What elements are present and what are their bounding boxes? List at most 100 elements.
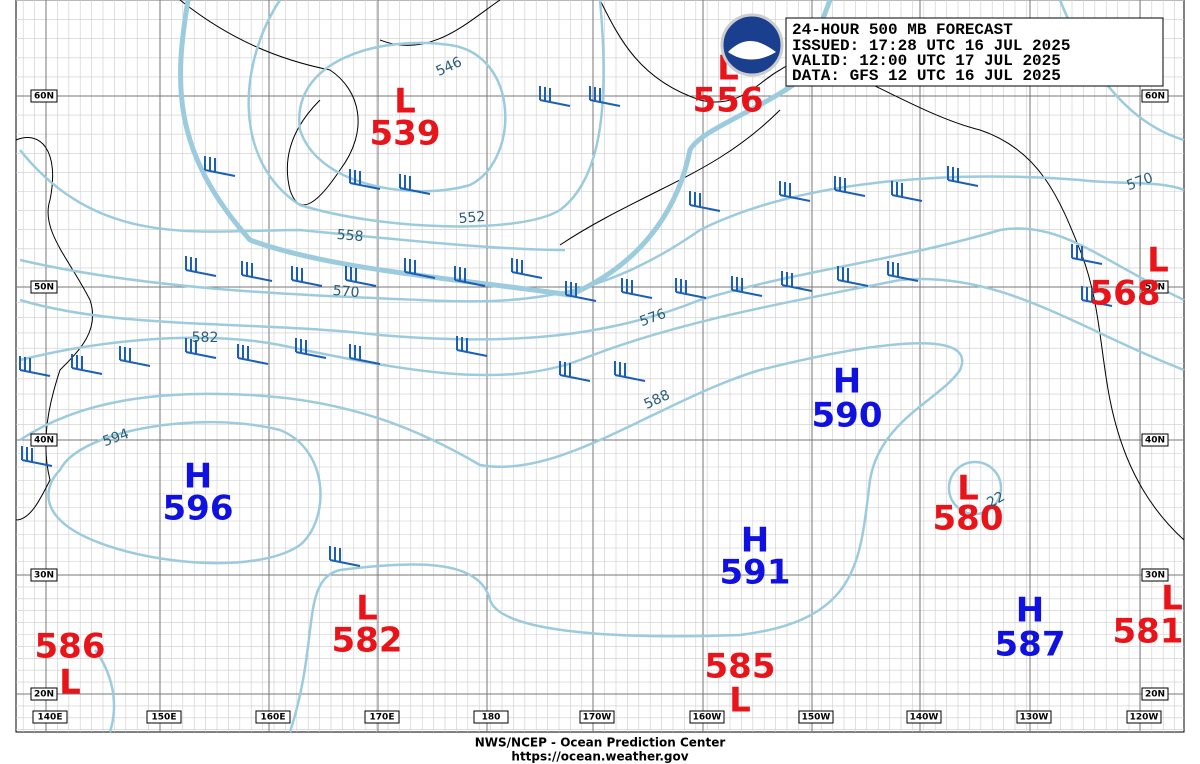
center-letter: L xyxy=(356,589,378,629)
noaa-logo-bird xyxy=(728,41,776,60)
contour-label: 582 xyxy=(192,330,219,346)
wind-barb xyxy=(21,446,53,467)
wind-barb xyxy=(399,174,431,195)
footer-line: https://ocean.weather.gov xyxy=(511,750,688,764)
longitude-label-box xyxy=(364,710,400,724)
center-value: 591 xyxy=(720,553,791,593)
center-value: 582 xyxy=(332,621,403,661)
header-box xyxy=(785,17,1164,87)
wind-barb xyxy=(565,281,597,302)
wind-barb xyxy=(119,346,151,367)
center-value: 587 xyxy=(995,625,1066,665)
longitude-label: 140E xyxy=(38,713,63,723)
center-letter: H xyxy=(184,457,212,497)
latitude-label: 40N xyxy=(1145,436,1165,446)
wind-barb xyxy=(947,166,979,187)
center-value: 556 xyxy=(693,81,764,121)
longitude-label-box xyxy=(689,710,725,724)
coastlines xyxy=(15,0,1185,541)
wind-barb xyxy=(291,266,323,287)
contour xyxy=(298,41,507,193)
longitude-label-box xyxy=(1126,710,1162,724)
latitude-label: 20N xyxy=(1145,690,1165,700)
latitude-label-box xyxy=(1141,89,1169,103)
contour xyxy=(19,342,964,733)
contour xyxy=(247,0,605,228)
contour xyxy=(19,227,1185,341)
footer-line: NWS/NCEP - Ocean Prediction Center xyxy=(475,736,726,750)
header-line: VALID: 12:00 UTC 17 JUL 2025 xyxy=(792,52,1061,70)
wind-barb xyxy=(559,361,591,382)
wind-barb xyxy=(689,191,721,212)
center-value: 581 xyxy=(1113,612,1184,652)
latitude-label-box xyxy=(1141,687,1169,701)
wind-barb xyxy=(204,156,236,177)
contour xyxy=(947,460,1003,516)
contour-label: 22 xyxy=(984,489,1007,512)
longitude-label: 140W xyxy=(910,713,939,723)
latitude-label-box xyxy=(30,433,58,447)
longitude-label: 130W xyxy=(1020,713,1049,723)
center-letter: L xyxy=(1161,579,1183,619)
wind-barb xyxy=(456,336,488,357)
wind-barb xyxy=(349,344,381,365)
latitude-label: 50N xyxy=(34,283,54,293)
longitude-label: 170E xyxy=(370,713,395,723)
wind-barb xyxy=(781,271,813,292)
latitude-label: 40N xyxy=(34,436,54,446)
latitude-label-box xyxy=(30,280,58,294)
latitude-label: 20N xyxy=(34,690,54,700)
wind-barb xyxy=(779,181,811,202)
latitude-label: 60N xyxy=(1145,92,1165,102)
latitude-label: 30N xyxy=(1145,571,1165,581)
contour xyxy=(19,149,566,252)
wind-barb xyxy=(539,86,571,107)
longitude-label: 160W xyxy=(693,713,722,723)
center-value: 580 xyxy=(933,499,1004,539)
wind-barb xyxy=(71,354,103,375)
longitude-label: 170W xyxy=(583,713,612,723)
wind-barb xyxy=(349,169,381,190)
center-letter: L xyxy=(1147,241,1169,281)
contour xyxy=(47,420,322,565)
longitude-label-box xyxy=(473,710,509,724)
wind-barb xyxy=(295,338,327,359)
wind-barb xyxy=(185,256,217,277)
wind-barb xyxy=(454,266,486,287)
contour-label: 558 xyxy=(336,227,364,245)
latitude-label: 60N xyxy=(34,92,54,102)
latitude-label-box xyxy=(30,89,58,103)
longitude-label-box xyxy=(255,710,291,724)
labels: 60N 60N 50N 50N 40N 40N 30N 30N 20N 20N 140E 150E 16… xyxy=(30,49,1184,724)
wind-barb xyxy=(329,546,361,567)
wind-barb xyxy=(1081,286,1113,307)
latitude-label-box xyxy=(1141,433,1169,447)
longitude-label-box xyxy=(146,710,182,724)
wind-barb xyxy=(891,181,923,202)
center-letter: H xyxy=(1016,591,1044,631)
latitude-label-box xyxy=(1141,568,1169,582)
longitude-label-box xyxy=(32,710,68,724)
wind-barb xyxy=(237,344,269,365)
wind-barb xyxy=(837,266,869,287)
coastline xyxy=(179,0,359,206)
center-value: 596 xyxy=(163,489,234,529)
wind-barbs xyxy=(19,86,1113,567)
contour xyxy=(19,175,1185,303)
wind-barb xyxy=(589,86,621,107)
wind-barb xyxy=(614,361,646,382)
latitude-label-box xyxy=(1141,280,1169,294)
wind-barb xyxy=(511,258,543,279)
contours xyxy=(19,0,1185,733)
longitude-label-box xyxy=(579,710,615,724)
header-line: DATA: GFS 12 UTC 16 JUL 2025 xyxy=(792,67,1061,85)
contour-label: 552 xyxy=(458,209,486,227)
center-letter: H xyxy=(833,362,861,402)
center-letter: L xyxy=(59,663,81,703)
longitude-label-box xyxy=(1016,710,1052,724)
coastline xyxy=(599,0,1185,541)
longitude-label: 150W xyxy=(802,713,831,723)
wind-barb xyxy=(834,176,866,197)
latitude-label-box xyxy=(30,568,58,582)
longitude-label-box xyxy=(798,710,834,724)
